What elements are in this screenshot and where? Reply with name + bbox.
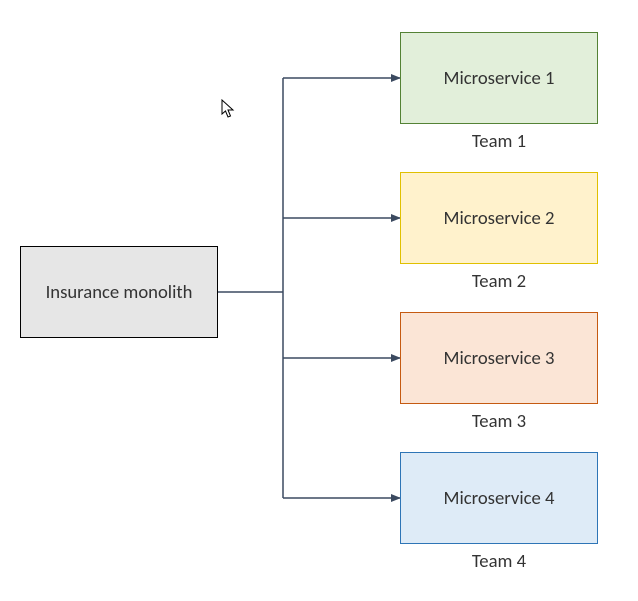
microservice-label: Microservice 4	[444, 487, 555, 510]
team-caption-label: Team 4	[472, 550, 526, 573]
mouse-cursor-icon	[221, 99, 239, 126]
team-caption-label: Team 2	[472, 270, 526, 293]
microservice-box: Microservice 3	[400, 312, 598, 404]
microservice-box: Microservice 2	[400, 172, 598, 264]
team-caption: Team 4	[400, 550, 598, 573]
microservice-box: Microservice 1	[400, 32, 598, 124]
microservice-label: Microservice 3	[444, 347, 555, 370]
microservice-box: Microservice 4	[400, 452, 598, 544]
team-caption-label: Team 1	[472, 130, 526, 153]
team-caption: Team 2	[400, 270, 598, 293]
team-caption-label: Team 3	[472, 410, 526, 433]
microservice-label: Microservice 1	[444, 67, 555, 90]
team-caption: Team 3	[400, 410, 598, 433]
monolith-box: Insurance monolith	[20, 246, 218, 338]
team-caption: Team 1	[400, 130, 598, 153]
monolith-label: Insurance monolith	[46, 281, 193, 304]
microservice-label: Microservice 2	[444, 207, 555, 230]
